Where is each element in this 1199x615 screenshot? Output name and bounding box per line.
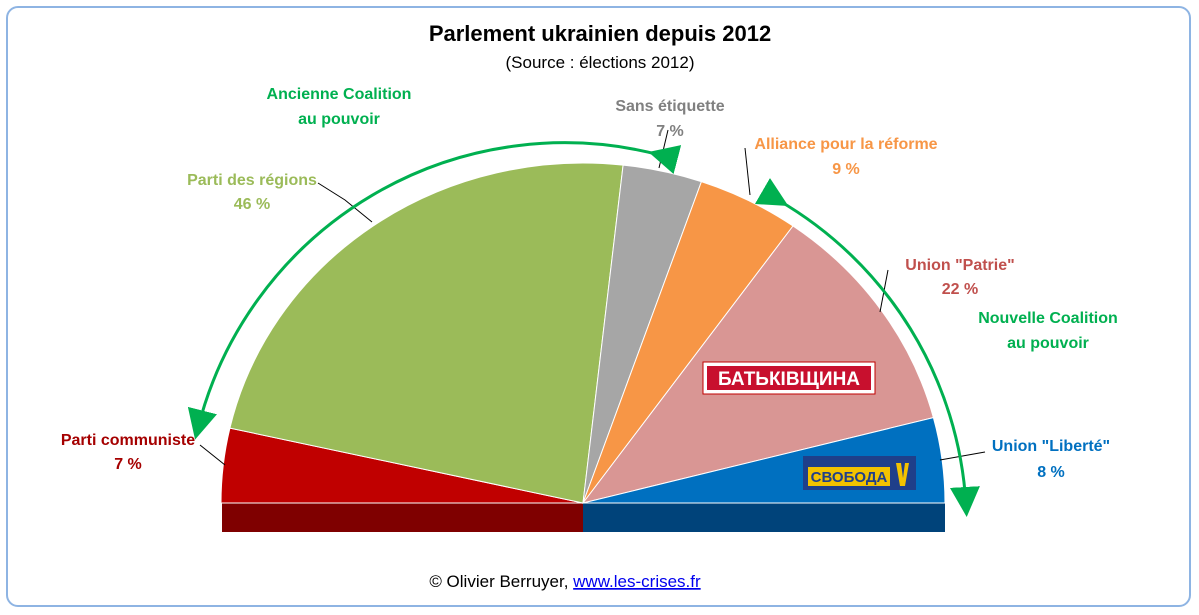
leader-line-communiste bbox=[199, 444, 226, 466]
value-union-patrie: 22 % bbox=[942, 281, 978, 298]
label-alliance-pour-la-reforme: Alliance pour la réforme bbox=[754, 136, 937, 153]
base-bar-left bbox=[222, 503, 583, 532]
label-sans-etiquette: Sans étiquette bbox=[615, 98, 724, 115]
new-coalition-label-line1: Nouvelle Coalition bbox=[978, 310, 1118, 327]
value-sans-etiquette: 7 % bbox=[656, 123, 684, 140]
leader-line-alliance bbox=[744, 147, 751, 196]
label-parti-communiste: Parti communiste bbox=[61, 432, 195, 449]
chart-subtitle: (Source : élections 2012) bbox=[506, 53, 695, 72]
label-union-liberte: Union "Liberté" bbox=[992, 438, 1110, 455]
value-parti-communiste: 7 % bbox=[114, 456, 142, 473]
label-parti-des-regions: Parti des régions bbox=[187, 172, 317, 189]
footer-credit: © Olivier Berruyer, www.les-crises.fr bbox=[429, 572, 701, 591]
leader-line-regions bbox=[317, 182, 373, 223]
leader-line-liberte bbox=[939, 451, 986, 461]
value-alliance-pour-la-reforme: 9 % bbox=[832, 161, 860, 178]
trident-icon bbox=[896, 463, 909, 486]
pie-slices bbox=[220, 162, 946, 504]
old-coalition-label-line1: Ancienne Coalition bbox=[267, 86, 412, 103]
footer-credit-text: © Olivier Berruyer, bbox=[429, 572, 573, 591]
old-coalition-arrow bbox=[187, 141, 682, 440]
batkivshchyna-logo: БАТЬКІВЩИНА bbox=[702, 361, 876, 395]
footer-link[interactable]: www.les-crises.fr bbox=[572, 572, 701, 591]
svoboda-logo-text: СВОБОДА bbox=[811, 469, 888, 486]
chart-title: Parlement ukrainien depuis 2012 bbox=[429, 21, 771, 46]
base-bar-right bbox=[583, 503, 945, 532]
value-parti-des-regions: 46 % bbox=[234, 196, 270, 213]
label-union-patrie: Union "Patrie" bbox=[905, 257, 1014, 274]
new-coalition-arrow bbox=[754, 177, 980, 517]
value-union-liberte: 8 % bbox=[1037, 464, 1065, 481]
new-coalition-label-line2: au pouvoir bbox=[1007, 335, 1089, 352]
old-coalition-label-line2: au pouvoir bbox=[298, 111, 380, 128]
batkivshchyna-logo-text: БАТЬКІВЩИНА bbox=[718, 369, 860, 390]
svoboda-logo: СВОБОДА bbox=[803, 456, 916, 490]
